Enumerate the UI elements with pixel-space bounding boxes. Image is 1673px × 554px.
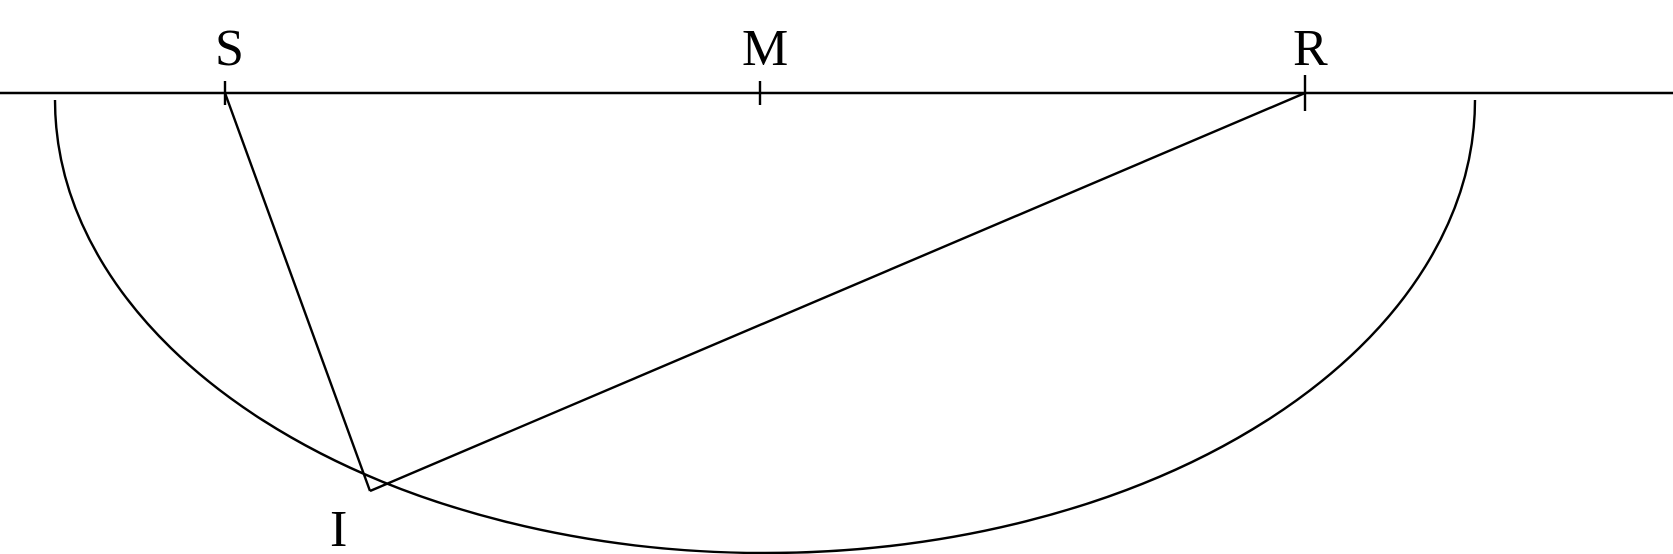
label-r: R <box>1293 20 1328 77</box>
ray-s-i <box>225 93 370 491</box>
label-s: S <box>215 20 244 77</box>
ray-i-r <box>370 93 1305 491</box>
label-m: M <box>742 20 788 77</box>
isochron-ellipse-arc <box>55 100 1475 553</box>
label-i: I <box>330 501 347 554</box>
